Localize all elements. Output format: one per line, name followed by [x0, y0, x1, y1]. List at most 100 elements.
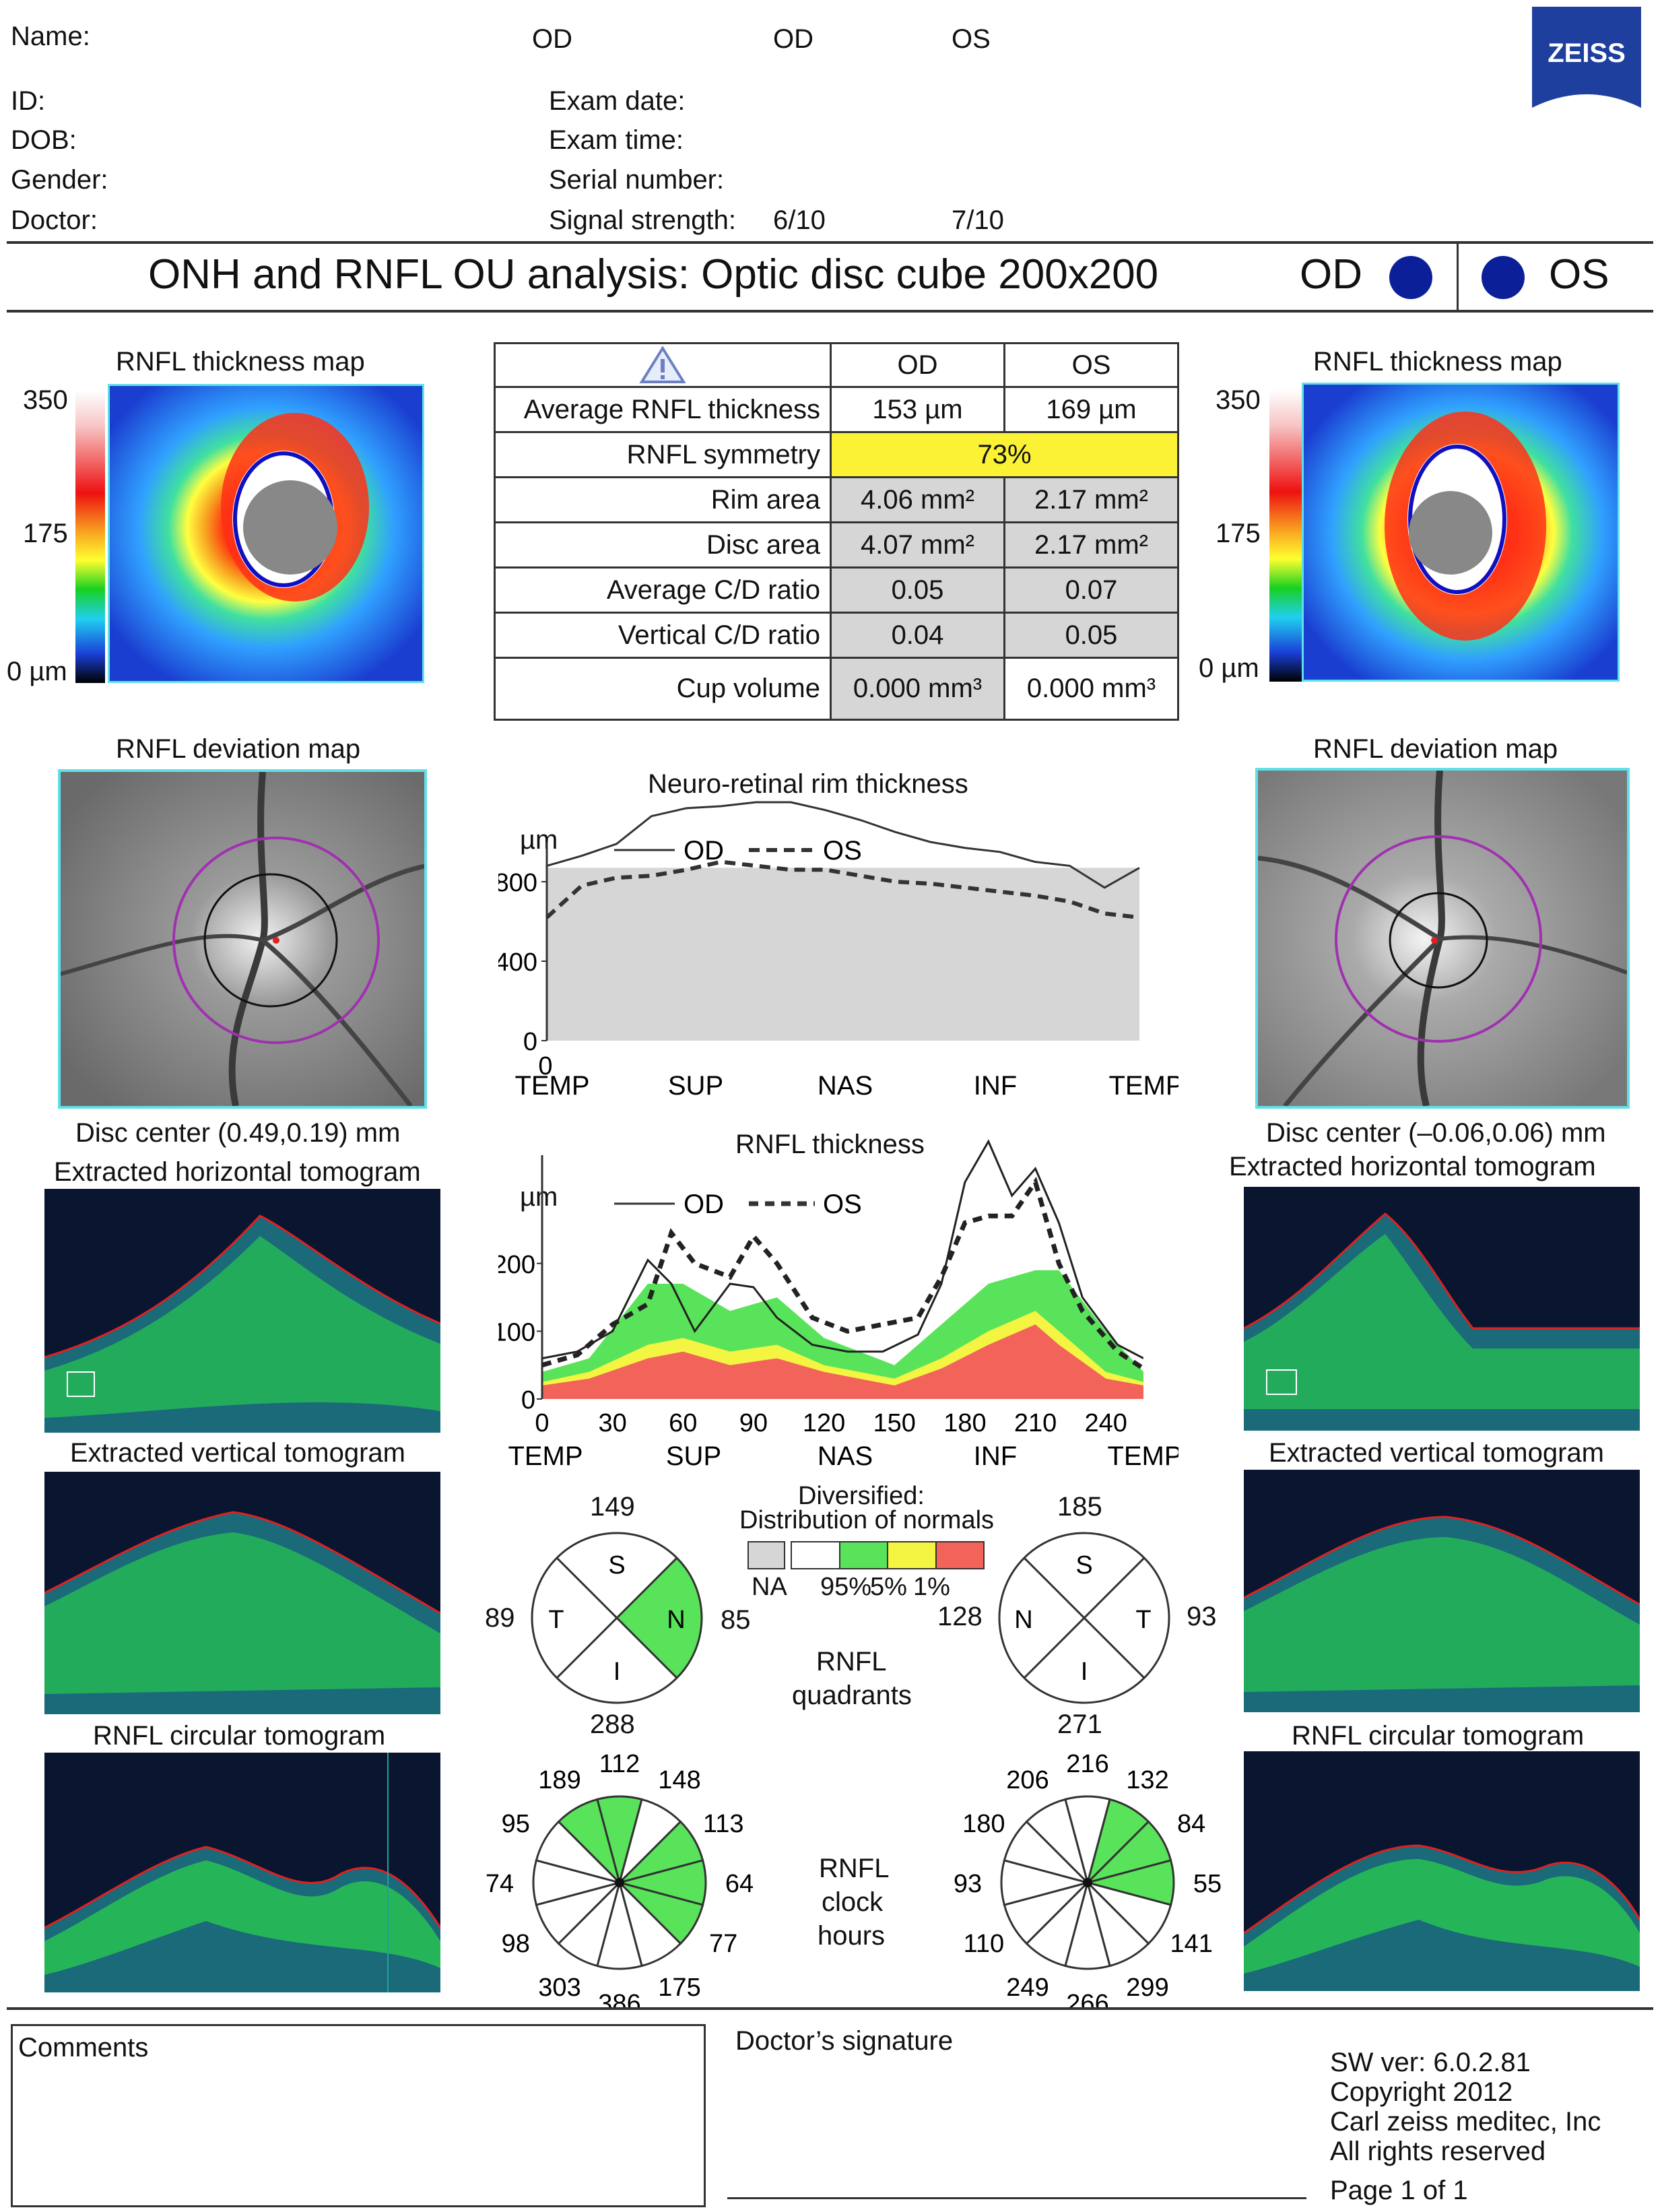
signal-os-value: 7/10 — [952, 205, 1004, 235]
average-rnfl-od: 153 µm — [830, 386, 1005, 433]
os-quadrant-n-value: 128 — [937, 1602, 983, 1631]
os-clock-value: 216 — [1066, 1751, 1108, 1778]
col-od-header: OD — [830, 342, 1005, 388]
rim-legend-od-label: OD — [684, 836, 724, 866]
od-quadrant-pie: S T N I — [531, 1532, 703, 1704]
cup-volume-od: 0.000 mm³ — [830, 657, 1005, 721]
cup-volume-os: 0.000 mm³ — [1003, 657, 1179, 721]
od-clock-value: 175 — [658, 1974, 700, 2002]
rnfl-xtick-label: TEMP — [508, 1441, 583, 1471]
right-horizontal-tomogram — [1244, 1187, 1640, 1431]
id-label: ID: — [11, 86, 46, 116]
rim-legend-os-label: OS — [823, 836, 862, 866]
title-divider — [1457, 242, 1459, 310]
normals-label-na: NA — [752, 1573, 787, 1601]
average-rnfl-os: 169 µm — [1003, 386, 1179, 433]
gender-label: Gender: — [11, 165, 108, 195]
dob-label: DOB: — [11, 125, 77, 155]
os-clock-value: 180 — [962, 1810, 1005, 1838]
os-quadrant-i: I — [1081, 1658, 1088, 1686]
os-quadrant-s-value: 185 — [1057, 1492, 1102, 1522]
col-os-header: OS — [1003, 342, 1179, 388]
rim-normal-band — [547, 868, 1139, 1041]
normals-title-2: Distribution of normals — [739, 1506, 995, 1534]
right-horizontal-tomogram-title: Extracted horizontal tomogram — [1229, 1152, 1596, 1181]
rim-xtick-label: TEMP — [514, 1071, 589, 1101]
left-disc-center: Disc center (0.49,0.19) mm — [75, 1118, 401, 1148]
os-clock-value: 55 — [1193, 1870, 1222, 1898]
rnfl-symmetry-value: 73% — [830, 431, 1179, 478]
right-disc-center: Disc center (–0.06,0.06) mm — [1266, 1118, 1606, 1148]
header-rule-top — [7, 241, 1653, 244]
rnfl-series-od — [542, 1139, 1143, 1360]
normals-legend: Diversified: Distribution of normals NA … — [734, 1482, 994, 1603]
quadrants-label-1: RNFL — [816, 1647, 887, 1677]
od-clock-value: 148 — [658, 1766, 700, 1794]
rim-xtick-label: TEMP — [1108, 1071, 1178, 1101]
rnfl-chart-ylabel: µm — [520, 1182, 558, 1212]
rights: All rights reserved — [1330, 2137, 1546, 2166]
right-thickness-map-title: RNFL thickness map — [1313, 347, 1562, 377]
left-rnfl-deviation-map — [58, 769, 427, 1109]
rnfl-xtick-num-label: 180 — [943, 1409, 986, 1437]
rim-ytick-label: 0 — [523, 1028, 537, 1056]
rim-xtick-label: SUP — [668, 1071, 723, 1101]
exam-date-label: Exam date: — [549, 86, 686, 116]
row-label-rim-area: Rim area — [494, 476, 832, 523]
os-clock-value: 93 — [954, 1870, 982, 1898]
comments-box[interactable]: Comments — [11, 2024, 706, 2207]
vertical-cd-od: 0.04 — [830, 612, 1005, 659]
od-quadrants: 149 89 85 288 S T N I — [485, 1482, 754, 1751]
rnfl-xtick-label: NAS — [818, 1441, 873, 1471]
signature-label: Doctor’s signature — [735, 2026, 954, 2056]
left-deviation-map-title: RNFL deviation map — [116, 734, 361, 764]
left-scale-top: 350 — [23, 385, 68, 415]
os-quadrant-i-value: 271 — [1057, 1710, 1102, 1739]
normals-label-1: 1% — [913, 1573, 950, 1601]
os-eye-icon — [1482, 256, 1525, 299]
page-number: Page 1 of 1 — [1330, 2176, 1468, 2205]
rnfl-legend-od-label: OD — [684, 1190, 724, 1219]
rnfl-xtick-num-label: 0 — [535, 1409, 549, 1437]
signal-od-value: 6/10 — [773, 205, 826, 235]
disc-area-od: 4.07 mm² — [830, 521, 1005, 568]
os-clock-hours: 216 132 84 55 141 299 266 249 110 93 180 206 — [939, 1750, 1236, 2018]
left-circular-tomogram-title: RNFL circular tomogram — [93, 1721, 386, 1751]
disc-area-os: 2.17 mm² — [1003, 521, 1179, 568]
rnfl-xtick-label: SUP — [666, 1441, 721, 1471]
row-label-vertical-cd: Vertical C/D ratio — [494, 612, 832, 659]
os-quadrant-s: S — [1075, 1551, 1092, 1580]
vertical-cd-os: 0.05 — [1003, 612, 1179, 659]
rim-xtick-label: NAS — [818, 1071, 873, 1101]
normals-label-5: 5% — [870, 1573, 907, 1601]
od-clock-center — [615, 1878, 624, 1887]
right-rnfl-thickness-map — [1302, 383, 1620, 682]
rim-area-od: 4.06 mm² — [830, 476, 1005, 523]
row-label-average-cd: Average C/D ratio — [494, 566, 832, 614]
left-horizontal-tomogram — [44, 1189, 440, 1433]
quadrants-label-2: quadrants — [792, 1681, 912, 1710]
rim-ytick-label: 400 — [498, 948, 537, 977]
rim-series-os — [545, 859, 1140, 920]
normals-label-95: 95% — [820, 1573, 872, 1601]
company: Carl zeiss meditec, Inc — [1330, 2107, 1601, 2137]
normals-swatch-na — [747, 1541, 785, 1569]
os-clock-value: 110 — [964, 1930, 1005, 1958]
os-clock-value: 141 — [1170, 1930, 1212, 1958]
left-scale-mid: 175 — [23, 519, 68, 548]
rim-thickness-chart: Neuro-retinal rim thickness µm 800 400 0 0 T… — [498, 761, 1178, 1118]
os-clock-value: 299 — [1126, 1974, 1168, 2002]
os-quadrants: 185 128 93 271 S N T I — [937, 1482, 1217, 1751]
rnfl-band-1 — [542, 1324, 1143, 1399]
od-quadrant-n-value: 85 — [721, 1605, 751, 1635]
signature-line[interactable] — [727, 2197, 1306, 2199]
rnfl-xtick-num-label: 120 — [803, 1409, 845, 1437]
od-label-2: OD — [773, 24, 813, 54]
od-clock-value: 64 — [725, 1870, 754, 1898]
signal-strength-label: Signal strength: — [549, 205, 736, 235]
od-quadrant-i: I — [613, 1658, 621, 1686]
right-vertical-tomogram-title: Extracted vertical tomogram — [1269, 1438, 1604, 1468]
os-clock-value: 206 — [1006, 1766, 1049, 1794]
od-quadrant-i-value: 288 — [590, 1710, 635, 1739]
